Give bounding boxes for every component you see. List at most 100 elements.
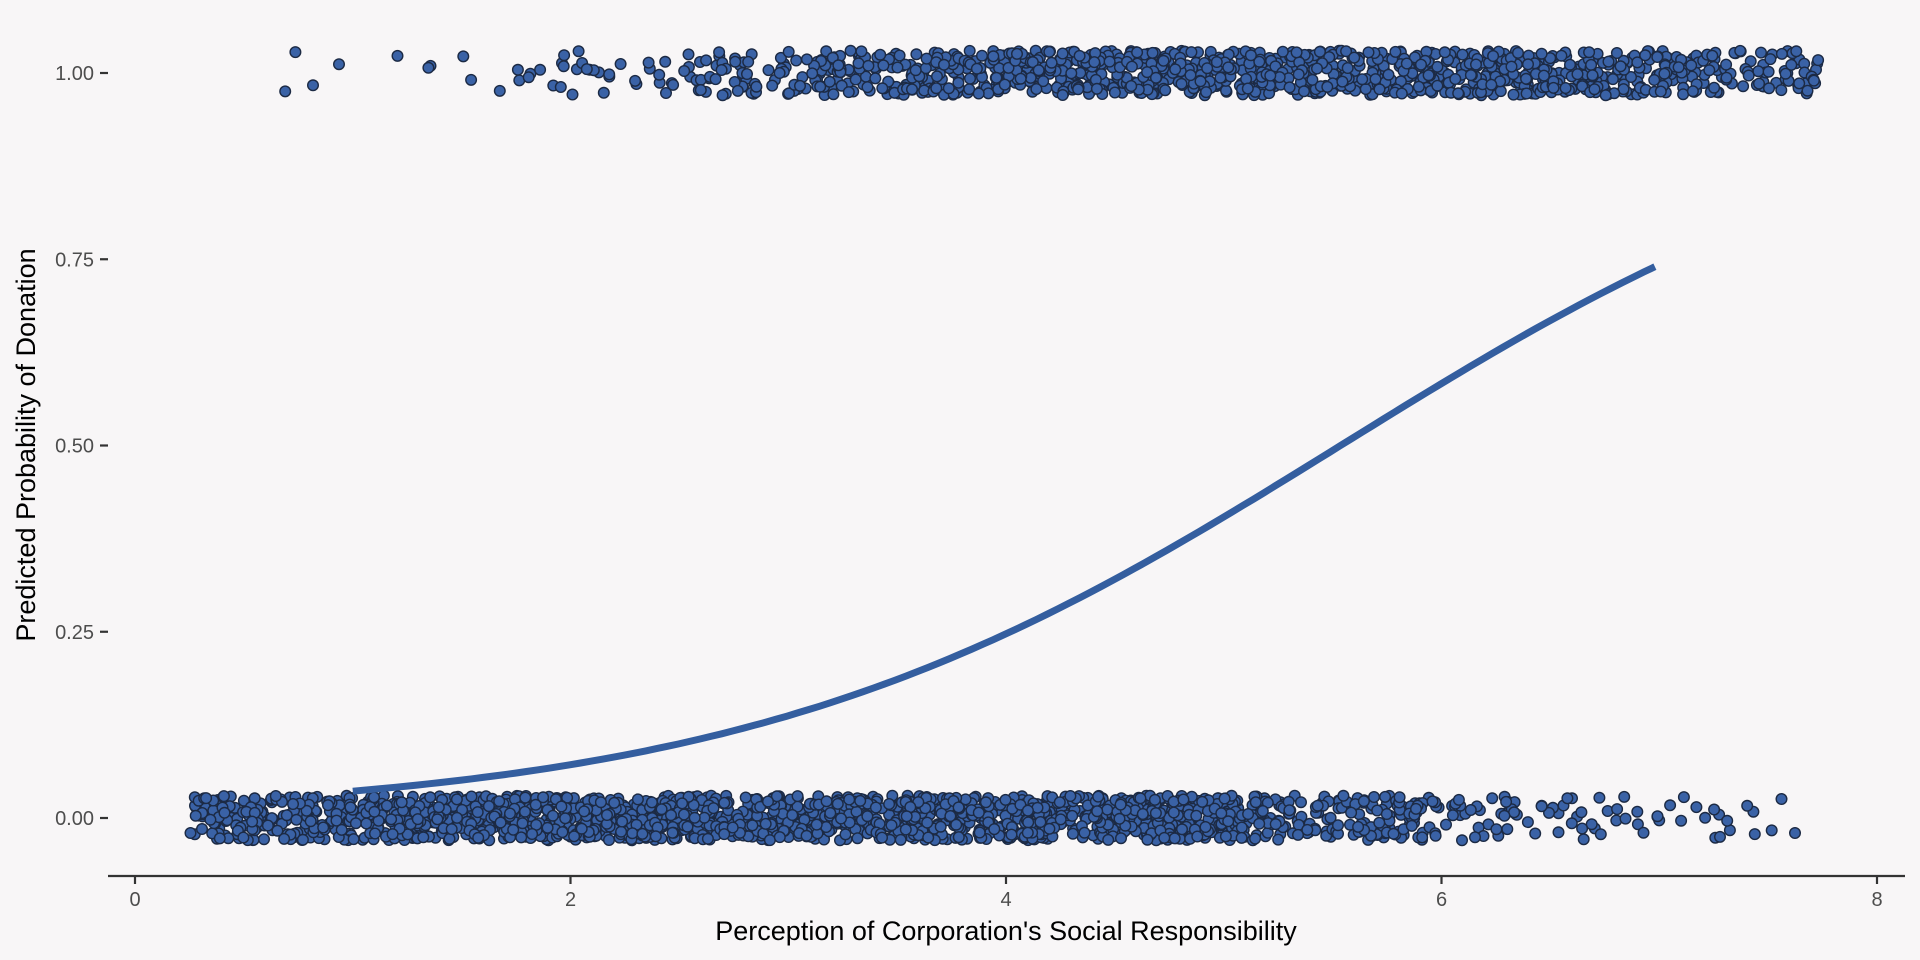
data-point — [1576, 80, 1589, 93]
data-point — [990, 71, 1003, 84]
data-point — [1199, 821, 1212, 834]
data-point — [1507, 88, 1520, 101]
data-point — [516, 817, 529, 830]
data-point — [432, 801, 445, 814]
data-point — [763, 834, 776, 847]
data-point — [1056, 47, 1069, 60]
data-point — [701, 832, 714, 845]
data-point — [1389, 45, 1402, 58]
data-point — [906, 83, 919, 96]
data-point — [1651, 51, 1664, 64]
data-point — [555, 800, 568, 813]
data-point — [1215, 807, 1228, 820]
data-point — [271, 824, 284, 837]
data-point — [1793, 77, 1806, 90]
data-point — [1131, 46, 1144, 59]
data-point — [1066, 827, 1079, 840]
data-point — [1675, 814, 1688, 827]
data-point — [1091, 805, 1104, 818]
data-point — [1210, 56, 1223, 69]
data-point — [261, 819, 274, 832]
data-point — [608, 796, 621, 809]
data-point — [1056, 88, 1069, 101]
data-point — [465, 73, 478, 86]
data-point — [1088, 56, 1101, 69]
data-point — [741, 67, 754, 80]
data-point — [1631, 805, 1644, 818]
data-point — [269, 790, 282, 803]
data-point — [750, 80, 763, 93]
data-point — [1373, 83, 1386, 96]
data-point — [344, 801, 357, 814]
data-point — [1357, 795, 1370, 808]
data-point — [1494, 85, 1507, 98]
data-point — [839, 828, 852, 841]
data-point — [1021, 826, 1034, 839]
data-point — [594, 796, 607, 809]
data-point — [900, 810, 913, 823]
data-point — [1741, 799, 1754, 812]
data-point — [678, 64, 691, 77]
data-point — [810, 818, 823, 831]
data-point — [1167, 806, 1180, 819]
data-point — [1379, 790, 1392, 803]
data-point — [716, 89, 729, 102]
data-point — [713, 46, 726, 59]
data-point — [1356, 73, 1369, 86]
data-point — [1639, 49, 1652, 62]
data-point — [493, 84, 506, 97]
data-point — [843, 793, 856, 806]
data-point — [615, 825, 628, 838]
data-point — [1373, 816, 1386, 829]
data-point — [1672, 61, 1685, 74]
data-point — [300, 804, 313, 817]
data-point — [1576, 822, 1589, 835]
data-point — [1214, 71, 1227, 84]
data-point — [1706, 49, 1719, 62]
data-point — [885, 819, 898, 832]
data-point — [835, 812, 848, 825]
data-point — [1412, 80, 1425, 93]
points-layer — [184, 44, 1825, 847]
data-point — [519, 805, 532, 818]
data-point — [1249, 796, 1262, 809]
data-point — [1141, 833, 1154, 846]
logistic-curve-line — [352, 263, 1657, 795]
data-point — [972, 87, 985, 100]
data-point — [1030, 82, 1043, 95]
data-point — [603, 834, 616, 847]
data-point — [1167, 795, 1180, 808]
x-tick-label: 0 — [129, 889, 140, 911]
data-point — [1685, 59, 1698, 72]
data-point — [213, 832, 226, 845]
data-point — [1149, 71, 1162, 84]
data-point — [616, 815, 629, 828]
x-tick-label: 6 — [1436, 889, 1447, 911]
data-point — [1552, 826, 1565, 839]
data-point — [526, 828, 539, 841]
data-point — [715, 63, 728, 76]
data-point — [431, 813, 444, 826]
data-point — [1341, 62, 1354, 75]
data-point — [1311, 799, 1324, 812]
data-point — [1101, 803, 1114, 816]
data-point — [572, 45, 585, 58]
data-point — [800, 53, 813, 66]
data-point — [883, 798, 896, 811]
data-point — [1501, 823, 1514, 836]
y-tick-label: 0.25 — [55, 622, 94, 644]
data-point — [899, 823, 912, 836]
data-point — [790, 54, 803, 67]
data-point — [1807, 74, 1820, 87]
data-point — [296, 833, 309, 846]
data-point — [279, 85, 292, 98]
data-point — [1658, 67, 1671, 80]
data-point — [417, 831, 430, 844]
data-point — [855, 45, 868, 58]
data-point — [1291, 828, 1304, 841]
data-point — [482, 800, 495, 813]
data-point — [529, 798, 542, 811]
data-point — [1594, 828, 1607, 841]
data-point — [649, 830, 662, 843]
data-point — [1586, 69, 1599, 82]
